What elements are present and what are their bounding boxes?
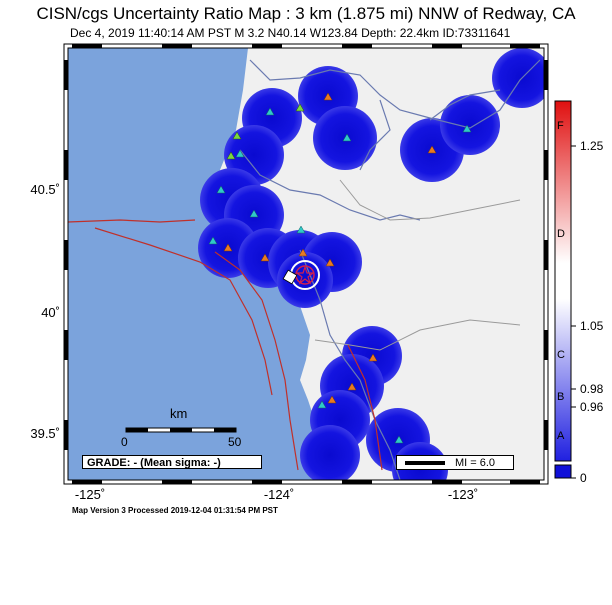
y-tick-label: 39.5˚ <box>30 426 60 441</box>
mi-legend-label: MI = 6.0 <box>455 457 496 469</box>
x-tick-label: -125˚ <box>74 487 106 502</box>
rivers <box>239 59 541 480</box>
faults <box>68 219 383 471</box>
colorbar-grade-letter: B <box>557 391 565 403</box>
event-subtitle: Dec 4, 2019 11:40:14 AM PST M 3.2 N40.14… <box>70 26 511 40</box>
scale-bar <box>125 427 237 433</box>
y-tick-label: 40˚ <box>41 305 60 320</box>
colorbar-value: 0 <box>580 471 587 485</box>
x-tick-label: -124˚ <box>263 487 295 502</box>
map-frame <box>63 43 549 485</box>
mi-legend-line <box>405 461 445 465</box>
mi-legend: MI = 6.0 <box>396 455 514 470</box>
colorbar-grade-letter: C <box>557 349 565 361</box>
stations-green <box>226 103 305 160</box>
county-lines <box>314 179 521 351</box>
epicenter-marker <box>282 260 320 290</box>
scalebar-end: 50 <box>228 435 242 449</box>
x-tick-label: -123˚ <box>447 487 479 502</box>
stations-cyan <box>208 107 472 444</box>
colorbar-value: 1.25 <box>580 139 604 153</box>
colorbar-value: 0.96 <box>580 400 604 414</box>
map-title: CISN/cgs Uncertainty Ratio Map : 3 km (1… <box>36 4 576 23</box>
colorbar-value: 0.98 <box>580 382 604 396</box>
scalebar-unit: km <box>170 406 188 421</box>
y-tick-label: 40.5˚ <box>30 182 60 197</box>
colorbar-grade-letter: A <box>557 430 565 442</box>
colorbar-grade-letter: F <box>557 120 564 132</box>
ocean <box>68 48 322 480</box>
map-area <box>68 48 544 480</box>
grade-box: GRADE: - (Mean sigma: -) <box>82 455 262 469</box>
stations-orange <box>223 92 437 404</box>
colorbar-value: 1.05 <box>580 319 604 333</box>
colorbar-grade-letter: D <box>557 228 565 240</box>
scalebar-start: 0 <box>121 435 128 449</box>
colorbar <box>554 100 576 479</box>
map-version-footer: Map Version 3 Processed 2019-12-04 01:31… <box>72 506 278 515</box>
